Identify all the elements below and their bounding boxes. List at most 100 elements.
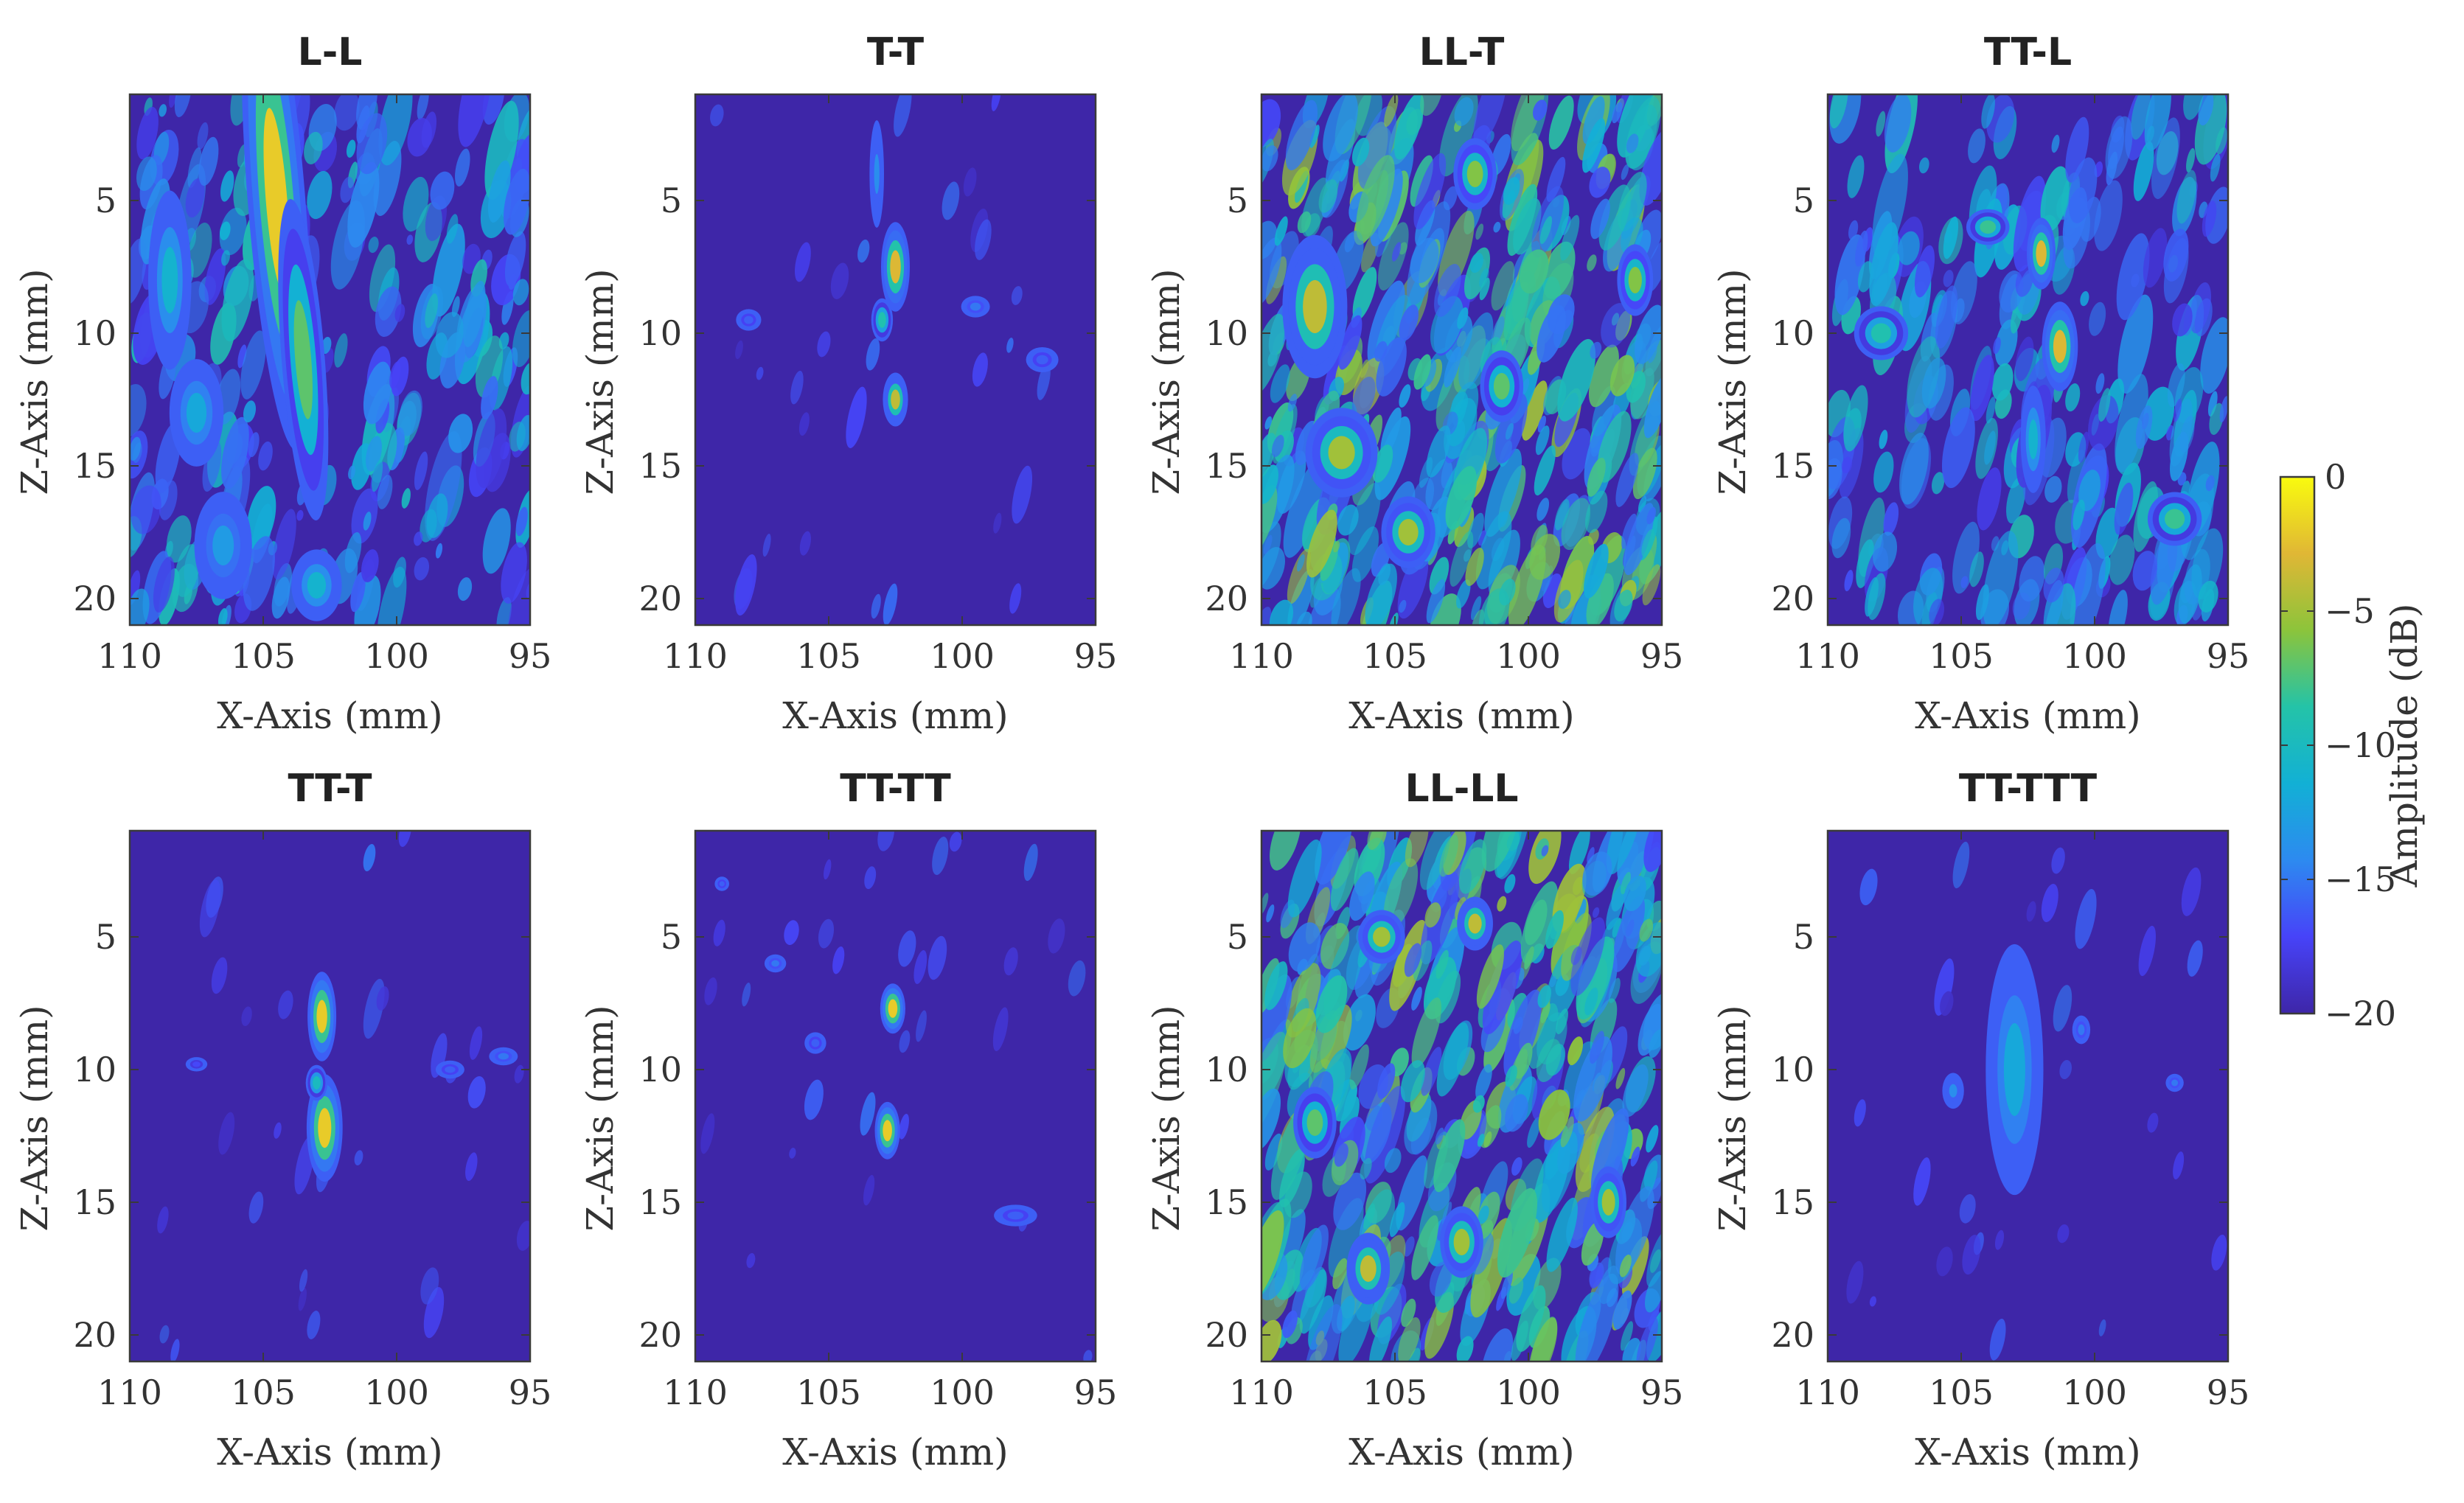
reflection-blob <box>883 372 908 427</box>
speckle <box>1508 544 1546 625</box>
speckle <box>484 100 519 200</box>
reflection-layer <box>888 999 898 1018</box>
speckle <box>1264 961 1288 1011</box>
speckle <box>2078 431 2089 463</box>
reflection-blob <box>305 1064 328 1101</box>
speckle <box>1411 1215 1438 1280</box>
speckle <box>1639 128 1662 206</box>
speckle <box>1365 563 1397 625</box>
speckle <box>1404 1098 1438 1155</box>
speckle <box>1539 215 1553 245</box>
speckle <box>197 122 209 150</box>
speckle <box>2057 1224 2070 1244</box>
speckle <box>469 1026 483 1060</box>
speckle <box>501 542 527 604</box>
speckle <box>159 1325 170 1344</box>
panel-tt-l: TT-L 110 105 100 95 5 10 15 20 X-Axis (mm) Z-Axis … <box>1711 30 2249 737</box>
speckle <box>377 566 407 625</box>
speckle <box>1935 285 1958 349</box>
speckle <box>1989 1318 2006 1361</box>
speckle <box>1299 1224 1329 1291</box>
speckle <box>2143 228 2168 288</box>
speckle <box>1482 940 1522 1035</box>
speckle <box>1464 247 1491 300</box>
speckle <box>1403 1236 1415 1257</box>
panel-t-t: T-T 110 105 100 95 5 10 15 20 X-Axis (mm) Z-Axis (… <box>579 30 1117 737</box>
speckle <box>1615 1067 1626 1089</box>
speckle <box>1590 1266 1603 1289</box>
speckle <box>1270 364 1290 403</box>
speckle <box>1598 1265 1619 1305</box>
speckle <box>1349 1044 1369 1089</box>
speckle <box>949 831 962 852</box>
y-tick-label: 20 <box>1205 579 1248 618</box>
speckle <box>1632 447 1657 500</box>
reflection-blob <box>714 876 729 891</box>
speckle <box>351 488 378 544</box>
speckle <box>1556 1008 1568 1035</box>
speckle <box>1303 1304 1343 1361</box>
speckle <box>913 950 928 984</box>
speckle <box>1606 884 1626 930</box>
x-tick-label: 110 <box>663 1373 728 1412</box>
x-tick-label: 95 <box>1074 1373 1118 1412</box>
speckle <box>1475 1064 1492 1100</box>
speckle <box>1630 1146 1640 1167</box>
speckle <box>512 310 530 368</box>
speckle <box>2109 534 2135 585</box>
speckle <box>221 416 249 489</box>
speckle <box>1560 215 1580 261</box>
speckle <box>1584 543 1609 599</box>
y-tick-label: 10 <box>638 1050 682 1089</box>
speckle <box>217 608 228 625</box>
panel-ll-t: LL-T 110 105 100 95 5 10 15 20 X-Axis (mm) Z-Axis … <box>1145 30 1683 737</box>
speckle <box>1475 223 1484 240</box>
reflection-layer <box>1601 1189 1615 1216</box>
speckle <box>1426 425 1451 478</box>
reflection-layer <box>891 389 900 410</box>
speckle <box>130 485 161 534</box>
speckle <box>448 414 473 453</box>
speckle <box>2133 481 2158 552</box>
speckle <box>1899 433 1929 505</box>
speckle <box>1519 249 1549 294</box>
x-tick-label: 100 <box>2062 636 2127 676</box>
speckle <box>804 1079 824 1120</box>
heatmap-field <box>710 94 1059 625</box>
x-axis-label: X-Axis (mm) <box>1915 1431 2140 1474</box>
speckle <box>356 113 388 175</box>
speckle <box>1473 94 1507 145</box>
speckle <box>1413 940 1433 981</box>
speckle <box>2001 540 2009 556</box>
speckle <box>1299 1269 1327 1334</box>
speckle <box>2013 175 2047 272</box>
speckle <box>1483 1131 1492 1148</box>
speckle <box>187 223 212 278</box>
speckle <box>1296 554 1305 572</box>
reflection-blob <box>1282 234 1348 379</box>
speckle <box>1545 910 1564 949</box>
speckle <box>1261 145 1278 172</box>
speckle <box>1952 521 1980 594</box>
reflection-blob <box>874 1101 900 1159</box>
speckle <box>1479 1105 1502 1148</box>
speckle <box>220 170 234 202</box>
y-axis-label: Z-Axis (mm) <box>1711 1005 1754 1231</box>
reflection-layer <box>313 1076 321 1089</box>
speckle <box>1263 534 1273 554</box>
panel-ll-ll: LL-LL 110 105 100 95 5 10 15 20 X-Axis (mm) Z-Axis… <box>1145 767 1683 1474</box>
speckle <box>1626 133 1639 153</box>
speckle <box>1476 944 1504 1009</box>
speckle <box>817 331 831 358</box>
speckle <box>1315 975 1348 1033</box>
reflection-layer <box>1493 373 1510 400</box>
speckle <box>368 237 379 254</box>
reflection-layer <box>2003 1023 2025 1116</box>
speckle <box>799 531 811 556</box>
speckle <box>1493 221 1501 233</box>
speckle <box>975 219 992 260</box>
heatmap-background <box>695 831 1096 1361</box>
speckle <box>1368 1316 1393 1361</box>
speckle <box>1374 1251 1405 1315</box>
reflection-blob <box>1381 496 1435 568</box>
